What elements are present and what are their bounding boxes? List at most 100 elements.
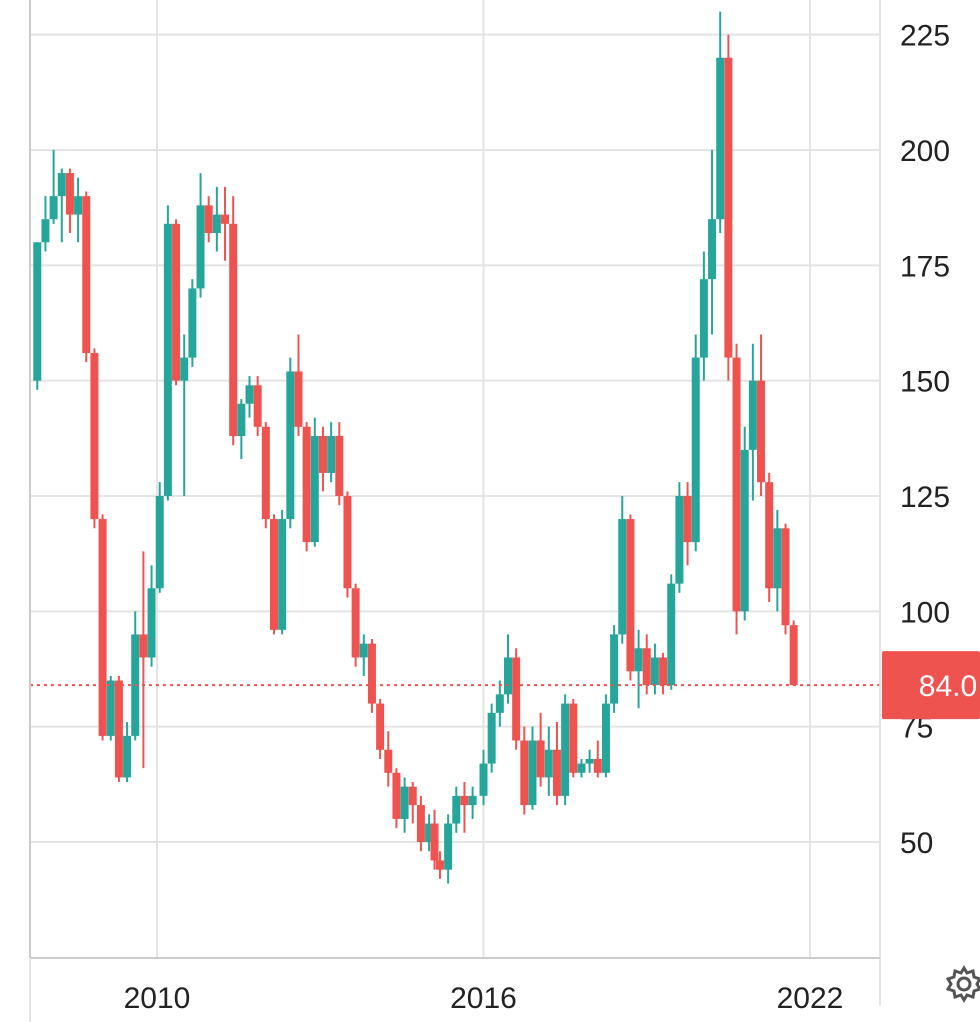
candle (430, 809, 439, 870)
candle-body (618, 519, 627, 635)
candle (286, 357, 295, 529)
candle-body (479, 763, 488, 796)
candle-body (82, 196, 91, 353)
axes (29, 0, 881, 1022)
candle-body (561, 703, 570, 796)
candle (253, 376, 262, 437)
y-tick-label: 50 (900, 827, 933, 860)
candle-body (487, 712, 496, 764)
candle (520, 726, 529, 815)
candle-body (229, 223, 238, 437)
candle-body (253, 385, 262, 427)
candle-body (41, 219, 50, 243)
candle (57, 168, 66, 243)
candle (106, 675, 115, 741)
candle-body (626, 519, 635, 672)
candle-body (468, 795, 477, 806)
candle-body (732, 357, 741, 612)
candle-body (601, 703, 610, 773)
candle (536, 712, 545, 787)
candles (33, 11, 798, 884)
candle-body (408, 786, 417, 806)
candle-body (634, 648, 643, 672)
candle (416, 795, 425, 852)
candle-body (765, 482, 774, 589)
last-price-badge: 84.0 (882, 651, 980, 720)
candle-body (781, 528, 790, 626)
candle (384, 731, 393, 787)
candle (212, 186, 221, 252)
candle-body (163, 223, 172, 496)
candle-body (286, 371, 295, 520)
candle (740, 426, 749, 621)
y-tick-label: 200 (900, 135, 950, 168)
candle-body (65, 173, 74, 215)
candle-body (512, 657, 521, 741)
candle (318, 426, 327, 492)
candle-body (74, 196, 83, 215)
candle-body (318, 436, 327, 473)
candle (343, 491, 352, 598)
candle (659, 652, 668, 695)
candle (221, 186, 230, 261)
candle (569, 698, 578, 778)
candle-body (351, 588, 360, 658)
candle-body (172, 223, 181, 381)
candle-body (520, 740, 529, 806)
candle-body (327, 436, 336, 473)
candle (781, 523, 790, 635)
candle (716, 11, 725, 234)
candle (626, 514, 635, 681)
candle-body (400, 786, 409, 819)
candle (98, 514, 107, 741)
candle (351, 583, 360, 667)
candle (618, 496, 627, 644)
candle (650, 643, 659, 695)
candle-body (716, 57, 725, 220)
candle (294, 334, 303, 437)
candle-body (90, 352, 99, 520)
candle (163, 205, 172, 501)
candle-body (57, 173, 66, 197)
candle (392, 768, 401, 829)
candle-body (757, 380, 766, 483)
candle-body (569, 703, 578, 773)
candle-body (593, 758, 602, 773)
last-price-badge-bg (882, 651, 980, 720)
candle (601, 694, 610, 778)
candle (460, 782, 469, 833)
candle (261, 422, 270, 529)
candle-body (650, 657, 659, 686)
candle (49, 150, 58, 224)
y-tick-label: 150 (900, 366, 950, 399)
candle-body (699, 279, 708, 358)
candle (577, 758, 586, 778)
candle (667, 574, 676, 690)
candle (675, 482, 684, 593)
candle (269, 514, 278, 635)
candle-body (343, 496, 352, 589)
candle (65, 168, 74, 234)
candle (90, 348, 99, 529)
candle-body (789, 625, 798, 686)
y-tick-label: 100 (900, 596, 950, 629)
candle-body (139, 634, 148, 658)
candle (789, 620, 798, 686)
candle (310, 417, 319, 547)
candle-body (278, 519, 287, 630)
candle-body (460, 795, 469, 806)
candle (435, 851, 444, 879)
candle-body (384, 749, 393, 773)
candle (479, 749, 488, 806)
candle (114, 675, 123, 783)
candle-body (367, 643, 376, 704)
candle (468, 786, 477, 819)
candle (503, 634, 512, 704)
candle (444, 814, 453, 884)
candle-body (188, 288, 197, 358)
candle (585, 749, 594, 773)
candle-body (724, 57, 733, 358)
candle (302, 422, 311, 552)
gear-icon[interactable] (944, 962, 980, 1006)
